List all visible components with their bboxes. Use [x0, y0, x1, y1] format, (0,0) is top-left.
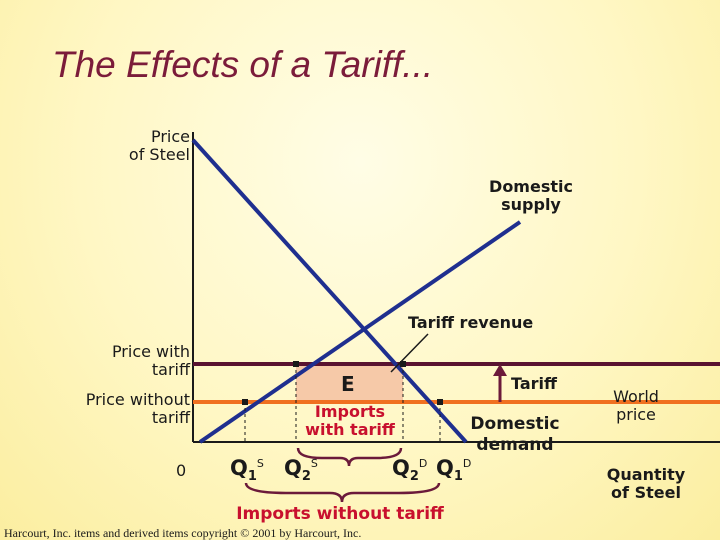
origin-label: 0: [176, 461, 187, 480]
world-price-label: World price: [613, 387, 659, 424]
imports-with-tariff-brace: [296, 447, 403, 467]
tariff-revenue-label: Tariff revenue: [408, 313, 534, 332]
imports-without-tariff-label: Imports without tariff: [236, 504, 444, 524]
tariff-revenue-area: [296, 364, 403, 402]
price-without-tariff-label: Price without tariff: [85, 390, 190, 427]
x-axis-label: Quantity of Steel: [606, 465, 686, 502]
tariff-revenue-pointer: [390, 333, 429, 373]
q1-demand-label: Q1D: [436, 456, 472, 485]
y-axis-label: Price of Steel: [128, 127, 190, 164]
q2-demand-label: Q2D: [392, 456, 428, 485]
imports-without-tariff-brace: [244, 482, 441, 503]
revenue-area-label: E: [341, 372, 355, 396]
domestic-demand-label: Domestic demand: [470, 414, 560, 455]
domestic-supply-label: Domestic supply: [489, 177, 573, 214]
slide-title: The Effects of a Tariff...: [52, 44, 434, 85]
q2-supply-label: Q2S: [284, 456, 318, 485]
tariff-label: Tariff: [511, 374, 557, 393]
domestic-demand-curve: [191, 138, 468, 444]
q2d-marker: [400, 361, 406, 367]
price-with-tariff-label: Price with tariff: [111, 342, 190, 379]
q2s-marker: [293, 361, 299, 367]
q1-supply-label: Q1S: [230, 456, 264, 485]
domestic-supply-curve: [198, 220, 522, 444]
q1d-marker: [437, 399, 443, 405]
copyright-footer: Harcourt, Inc. items and derived items c…: [4, 526, 362, 540]
tariff-arrow-head: [493, 364, 507, 376]
imports-with-tariff-label: Imports with tariff: [305, 402, 395, 439]
q1s-marker: [242, 399, 248, 405]
